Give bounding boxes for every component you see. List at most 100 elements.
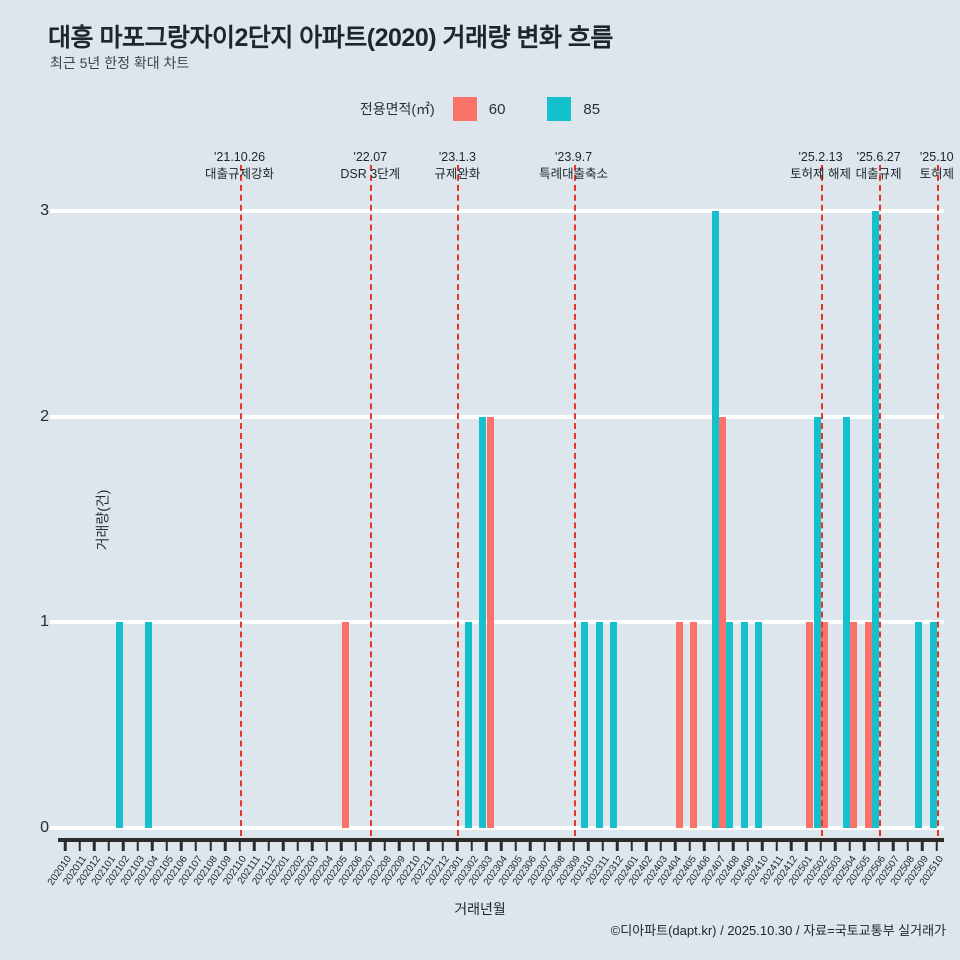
bar[interactable] [755,622,763,828]
x-tick-mark [223,838,227,851]
annotation-line [936,165,939,836]
x-tick-mark [877,838,880,851]
bar[interactable] [849,622,857,828]
annotation-text: 특례대출축소 [539,166,609,181]
annotation-date: '25.10 [919,150,954,164]
x-axis-title: 거래년월 [454,901,506,917]
x-tick-mark [281,838,285,851]
x-tick-mark [194,838,198,851]
bar[interactable] [464,622,472,828]
x-axis: 202010 202011 202012 202101 202102 202103 2021… [46,838,946,888]
annotation-text: 대출규제강화 [205,166,275,181]
bar[interactable] [806,622,814,828]
x-tick-mark [252,838,256,851]
bar[interactable] [719,416,727,828]
x-tick-mark [674,838,677,851]
bar[interactable] [740,622,748,828]
bar[interactable] [842,416,850,828]
x-tick-mark [369,838,372,851]
x-tick-mark [180,838,183,851]
bar[interactable] [595,622,603,828]
y-tick-mark [50,620,58,625]
x-tick-mark [78,838,82,851]
annotation-date: '21.10.26 [214,150,266,164]
y-axis-title: 거래량(건) [94,489,111,550]
bar[interactable] [871,211,879,828]
gridline [58,826,944,830]
bar[interactable] [479,416,487,828]
x-tick-mark [644,838,648,851]
x-tick-mark [891,838,895,851]
bar[interactable] [813,416,821,828]
gridline [58,620,944,625]
x-tick-mark [819,838,822,851]
annotation-line [370,165,373,836]
x-tick-mark [441,838,445,851]
bar[interactable] [675,622,683,828]
x-tick-mark [804,838,808,851]
x-tick-mark [456,838,459,851]
x-tick-mark [746,838,750,851]
bar[interactable] [116,622,124,828]
annotation-line [239,165,242,836]
annotation-label: '25.2.13 토허제 해제 [790,149,851,183]
x-tick-mark [151,838,154,851]
legend-label-85: 85 [583,100,601,118]
x-tick-mark [427,838,430,851]
x-tick-mark [499,838,503,851]
bar[interactable] [929,622,937,828]
x-tick-mark [732,838,735,851]
y-tick-label: 1 [40,613,49,631]
annotation-date: '25.2.13 [798,150,843,164]
chart-legend: 전용면적(㎡) 60 85 [0,97,960,121]
legend-swatch-85 [547,97,572,121]
x-tick-mark [238,838,241,851]
x-tick-mark [703,838,706,851]
x-tick-mark [615,838,619,851]
bar[interactable] [581,622,589,828]
bar[interactable] [915,622,923,828]
legend-label-60: 60 [488,100,506,118]
plot-area: 거래량(건) 0 1 2 3'21.10.26 대출규제강화 '22.07 DSR 3단계 '… [40,150,954,836]
bar[interactable] [711,211,719,828]
legend-title: 전용면적(㎡) [359,101,435,117]
annotation-text: 토허제 해제 [790,166,852,181]
annotation-text: 토허제 [919,166,954,181]
bar[interactable] [726,622,734,828]
x-tick-mark [775,838,779,851]
annotation-label: '25.6.27 대출규제 [856,149,902,183]
x-tick-mark [485,838,488,851]
gridline [58,414,944,419]
legend-swatch-60 [452,97,477,121]
page-title: 대흥 마포그랑자이2단지 아파트(2020) 거래량 변화 흐름 [48,24,613,52]
x-tick-mark [339,838,343,851]
x-tick-mark [267,838,270,851]
x-tick-mark [717,838,721,851]
x-tick-mark [165,838,169,851]
bar[interactable] [341,622,349,828]
y-tick-mark [50,826,58,830]
x-tick-mark [790,838,793,851]
bar[interactable] [486,416,494,828]
x-tick-mark [310,838,314,851]
page-subtitle: 최근 5년 한정 확대 차트 [50,55,190,71]
bar[interactable] [145,622,153,828]
annotation-text: DSR 3단계 [340,166,401,181]
bar[interactable] [610,622,618,828]
chart-footer: ©디아파트(dapt.kr) / 2025.10.30 / 자료=국토교통부 실… [610,923,946,938]
x-tick-mark [630,838,633,851]
bar[interactable] [690,622,698,828]
bar[interactable] [864,622,872,828]
y-tick-label: 0 [40,819,49,836]
y-tick-mark [50,209,58,213]
x-tick-mark [920,838,924,851]
x-tick-mark [688,838,692,851]
annotation-date: '25.6.27 [856,150,901,164]
x-tick-mark [906,838,909,851]
x-tick-mark [935,838,938,851]
annotation-text: 대출규제 [855,166,902,181]
x-tick-mark [398,838,401,851]
x-tick-mark [325,838,328,851]
bar[interactable] [820,622,828,828]
